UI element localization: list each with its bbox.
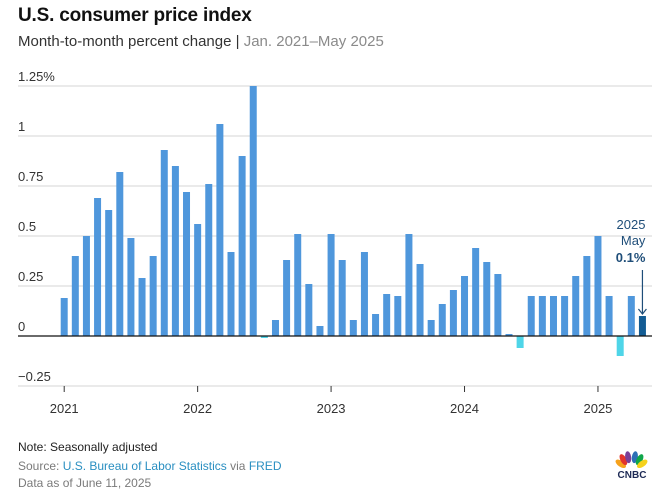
bar-2021-03 <box>82 236 90 336</box>
bar-2022-07 <box>260 336 268 338</box>
bar-2022-11 <box>305 284 313 336</box>
y-tick-label: −0.25 <box>18 369 51 384</box>
bar-2021-01 <box>60 298 68 336</box>
bar-2025-01 <box>594 236 602 336</box>
bar-2021-04 <box>94 198 102 336</box>
bar-2023-07 <box>394 296 402 336</box>
cnbc-logo-text: CNBC <box>618 470 647 481</box>
annotation-year: 2025 <box>617 217 646 232</box>
bar-2025-05 <box>638 316 646 336</box>
bar-2022-12 <box>316 326 324 336</box>
bar-2024-04 <box>494 274 502 336</box>
bar-2024-01 <box>461 276 469 336</box>
bar-2024-07 <box>527 296 535 336</box>
bar-2025-04 <box>627 296 635 336</box>
bar-2024-08 <box>538 296 546 336</box>
source-line: Source: U.S. Bureau of Labor Statistics … <box>18 459 281 473</box>
bar-2025-03 <box>616 336 624 356</box>
bar-2023-02 <box>338 260 346 336</box>
bar-2023-09 <box>416 264 424 336</box>
bar-2024-06 <box>516 336 524 348</box>
footnote: Note: Seasonally adjusted <box>18 440 158 454</box>
bar-2024-03 <box>483 262 491 336</box>
y-tick-label: 1 <box>18 119 25 134</box>
annotation-arrowhead <box>637 308 647 315</box>
bars <box>60 86 646 356</box>
bar-2023-05 <box>372 314 380 336</box>
bar-2021-05 <box>105 210 113 336</box>
bar-2024-11 <box>572 276 580 336</box>
y-tick-label: 0 <box>18 319 25 334</box>
bar-2021-10 <box>160 150 168 336</box>
y-tick-label: 0.75 <box>18 169 43 184</box>
source-via: via <box>226 459 249 473</box>
annotation-value: 0.1% <box>616 250 646 265</box>
bar-2021-12 <box>183 192 191 336</box>
bar-2022-01 <box>194 224 202 336</box>
source-prefix: Source: <box>18 459 63 473</box>
subtitle-range: Jan. 2021–May 2025 <box>243 33 384 50</box>
bar-2023-11 <box>438 304 446 336</box>
y-tick-label: 0.25 <box>18 269 43 284</box>
bar-2022-03 <box>216 124 224 336</box>
bar-2024-05 <box>505 334 513 336</box>
source-link-bls[interactable]: U.S. Bureau of Labor Statistics <box>62 459 227 473</box>
data-as-of: Data as of June 11, 2025 <box>18 476 152 490</box>
bar-2024-10 <box>561 296 569 336</box>
x-tick-label: 2023 <box>317 401 346 416</box>
bar-2024-02 <box>472 248 480 336</box>
bar-chart: 1.25% 1 0.75 0.5 0.25 0 −0.25 2021 2022 2023 2024… <box>18 69 652 416</box>
latest-annotation: 2025 May 0.1% <box>616 217 647 315</box>
bar-2022-10 <box>294 234 302 336</box>
bar-2022-08 <box>271 320 279 336</box>
bar-2023-01 <box>327 234 335 336</box>
x-tick-label: 2025 <box>583 401 612 416</box>
y-tick-label: 1.25% <box>18 69 55 84</box>
bar-2023-12 <box>449 290 457 336</box>
bar-2022-09 <box>283 260 291 336</box>
x-tick-label: 2022 <box>183 401 212 416</box>
bar-2023-04 <box>360 252 368 336</box>
bar-2025-02 <box>605 296 613 336</box>
bar-2023-08 <box>405 234 413 336</box>
gridlines <box>18 85 652 387</box>
bar-2022-02 <box>205 184 213 336</box>
peacock-icon <box>615 451 648 468</box>
bar-2023-06 <box>383 294 391 336</box>
bar-2021-06 <box>116 172 124 336</box>
bar-2023-10 <box>427 320 435 336</box>
bar-2022-06 <box>249 86 257 336</box>
bar-2021-08 <box>138 278 146 336</box>
x-tick-label: 2024 <box>450 401 479 416</box>
cnbc-logo: CNBC <box>615 451 648 481</box>
subtitle-main: Month-to-month percent change | <box>18 33 244 50</box>
y-tick-label: 0.5 <box>18 219 36 234</box>
annotation-month: May <box>621 233 646 248</box>
source-link-fred[interactable]: FRED <box>248 459 282 473</box>
y-axis-labels: 1.25% 1 0.75 0.5 0.25 0 −0.25 <box>18 69 55 384</box>
chart-title: U.S. consumer price index <box>18 5 252 26</box>
chart-subtitle: Month-to-month percent change | Jan. 202… <box>18 33 384 50</box>
bar-2024-09 <box>549 296 557 336</box>
bar-2021-09 <box>149 256 157 336</box>
bar-2021-02 <box>71 256 79 336</box>
bar-2023-03 <box>349 320 357 336</box>
bar-2021-07 <box>127 238 135 336</box>
bar-2022-05 <box>238 156 246 336</box>
x-axis: 2021 2022 2023 2024 2025 <box>18 335 652 416</box>
bar-2022-04 <box>227 252 235 336</box>
bar-2021-11 <box>171 166 179 336</box>
x-tick-label: 2021 <box>50 401 79 416</box>
bar-2024-12 <box>583 256 591 336</box>
